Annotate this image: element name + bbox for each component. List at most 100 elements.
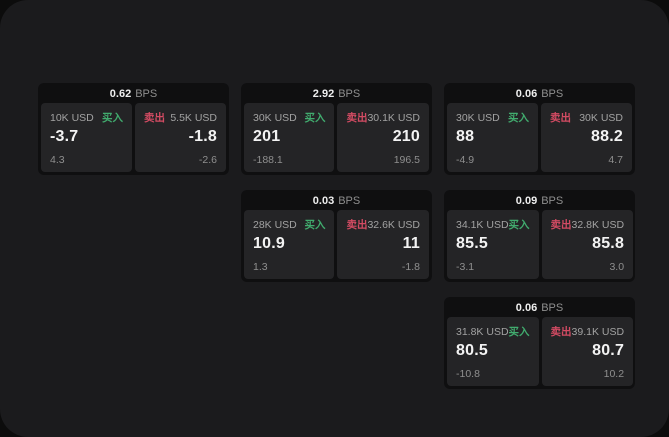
spread-value: 0.06 bbox=[515, 302, 538, 314]
buy-panel[interactable]: 10K USD 买入 -3.7 4.3 bbox=[41, 103, 132, 172]
spread-header: 0.09 BPS bbox=[447, 193, 632, 210]
sell-panel[interactable]: 卖出 32.6K USD 11 -1.8 bbox=[337, 210, 429, 279]
buy-panel[interactable]: 28K USD 买入 10.9 1.3 bbox=[244, 210, 335, 279]
sell-panel-header: 卖出 32.8K USD bbox=[551, 217, 625, 232]
bps-unit-label: BPS bbox=[541, 302, 564, 314]
sell-panel-header: 卖出 32.6K USD bbox=[346, 217, 420, 232]
buy-sub-value: -10.8 bbox=[456, 368, 480, 380]
quote-card: 0.03 BPS 28K USD 买入 10.9 1.3 卖出 32.6K US… bbox=[241, 190, 432, 282]
buy-side-label: 买入 bbox=[304, 112, 326, 124]
spread-header: 0.62 BPS bbox=[41, 86, 226, 103]
sell-panel[interactable]: 卖出 39.1K USD 80.7 10.2 bbox=[541, 317, 634, 386]
spread-value: 0.62 bbox=[109, 88, 132, 100]
sell-panel[interactable]: 卖出 32.8K USD 85.8 3.0 bbox=[541, 210, 634, 279]
buy-side-label: 买入 bbox=[508, 219, 530, 231]
sell-price: 11 bbox=[402, 235, 420, 252]
buy-price: -3.7 bbox=[50, 128, 79, 145]
sell-sub-value: -1.8 bbox=[401, 261, 420, 273]
buy-panel-header: 10K USD 买入 bbox=[50, 110, 123, 125]
bps-unit-label: BPS bbox=[338, 88, 361, 100]
bps-unit-label: BPS bbox=[541, 88, 564, 100]
buy-sub-value: -3.1 bbox=[456, 261, 475, 273]
buy-amount: 31.8K USD bbox=[456, 325, 509, 338]
sell-price: 80.7 bbox=[592, 342, 625, 359]
buy-sub-value: -4.9 bbox=[456, 154, 475, 166]
sell-price: 210 bbox=[392, 128, 420, 145]
sell-panel-header: 卖出 30.1K USD bbox=[346, 110, 420, 125]
spread-value: 2.92 bbox=[312, 88, 335, 100]
sell-panel[interactable]: 卖出 5.5K USD -1.8 -2.6 bbox=[135, 103, 226, 172]
sell-side-label: 卖出 bbox=[550, 112, 571, 124]
buy-amount: 34.1K USD bbox=[456, 218, 509, 231]
quote-card: 0.62 BPS 10K USD 买入 -3.7 4.3 卖出 5.5K USD… bbox=[38, 83, 229, 175]
buy-side-label: 买入 bbox=[508, 112, 529, 124]
quote-card: 0.06 BPS 31.8K USD 买入 80.5 -10.8 卖出 39.1… bbox=[444, 297, 635, 389]
buy-amount: 28K USD bbox=[253, 218, 297, 231]
price-panels: 28K USD 买入 10.9 1.3 卖出 32.6K USD 11 -1.8 bbox=[244, 210, 429, 279]
spread-header: 0.06 BPS bbox=[447, 86, 632, 103]
buy-panel[interactable]: 31.8K USD 买入 80.5 -10.8 bbox=[447, 317, 539, 386]
buy-side-label: 买入 bbox=[508, 326, 530, 338]
sell-panel[interactable]: 卖出 30K USD 88.2 4.7 bbox=[541, 103, 632, 172]
sell-sub-value: 10.2 bbox=[603, 368, 625, 380]
sell-panel-header: 卖出 30K USD bbox=[550, 110, 623, 125]
buy-panel[interactable]: 30K USD 买入 201 -188.1 bbox=[244, 103, 335, 172]
price-panels: 30K USD 买入 201 -188.1 卖出 30.1K USD 210 1… bbox=[244, 103, 429, 172]
buy-panel-header: 34.1K USD 买入 bbox=[456, 217, 530, 232]
buy-sub-value: -188.1 bbox=[253, 154, 283, 166]
spread-header: 0.06 BPS bbox=[447, 300, 632, 317]
sell-price: 85.8 bbox=[592, 235, 625, 252]
price-panels: 31.8K USD 买入 80.5 -10.8 卖出 39.1K USD 80.… bbox=[447, 317, 634, 386]
quote-card: 2.92 BPS 30K USD 买入 201 -188.1 卖出 30.1K … bbox=[241, 83, 432, 175]
price-panels: 10K USD 买入 -3.7 4.3 卖出 5.5K USD -1.8 -2.… bbox=[41, 103, 226, 172]
buy-panel-header: 28K USD 买入 bbox=[253, 217, 325, 232]
sell-side-label: 卖出 bbox=[550, 219, 572, 231]
sell-sub-value: -2.6 bbox=[198, 154, 217, 166]
buy-panel[interactable]: 30K USD 买入 88 -4.9 bbox=[447, 103, 538, 172]
buy-sub-value: 1.3 bbox=[253, 261, 268, 273]
buy-side-label: 买入 bbox=[304, 219, 326, 231]
sell-amount: 5.5K USD bbox=[170, 111, 217, 124]
buy-price: 85.5 bbox=[456, 235, 488, 252]
sell-amount: 39.1K USD bbox=[571, 325, 625, 338]
price-panels: 30K USD 买入 88 -4.9 卖出 30K USD 88.2 4.7 bbox=[447, 103, 632, 172]
sell-panel[interactable]: 卖出 30.1K USD 210 196.5 bbox=[337, 103, 429, 172]
sell-side-label: 卖出 bbox=[346, 219, 368, 231]
sell-amount: 32.6K USD bbox=[367, 218, 420, 231]
quote-card: 0.06 BPS 30K USD 买入 88 -4.9 卖出 30K USD 8… bbox=[444, 83, 635, 175]
sell-amount: 32.8K USD bbox=[571, 218, 625, 231]
sell-sub-value: 4.7 bbox=[608, 154, 623, 166]
sell-price: -1.8 bbox=[188, 128, 217, 145]
buy-panel-header: 30K USD 买入 bbox=[456, 110, 529, 125]
sell-sub-value: 196.5 bbox=[393, 154, 420, 166]
sell-amount: 30K USD bbox=[579, 111, 623, 124]
quote-cards-grid: 0.62 BPS 10K USD 买入 -3.7 4.3 卖出 5.5K USD… bbox=[38, 83, 635, 389]
sell-price: 88.2 bbox=[591, 128, 623, 145]
sell-side-label: 卖出 bbox=[144, 112, 165, 124]
sell-amount: 30.1K USD bbox=[367, 111, 420, 124]
buy-amount: 30K USD bbox=[456, 111, 500, 124]
buy-amount: 10K USD bbox=[50, 111, 94, 124]
buy-side-label: 买入 bbox=[102, 112, 123, 124]
spread-value: 0.06 bbox=[515, 88, 538, 100]
spread-value: 0.09 bbox=[515, 195, 538, 207]
price-panels: 34.1K USD 买入 85.5 -3.1 卖出 32.8K USD 85.8… bbox=[447, 210, 634, 279]
quote-card: 0.09 BPS 34.1K USD 买入 85.5 -3.1 卖出 32.8K… bbox=[444, 190, 635, 282]
bps-unit-label: BPS bbox=[135, 88, 158, 100]
spread-header: 0.03 BPS bbox=[244, 193, 429, 210]
sell-side-label: 卖出 bbox=[550, 326, 572, 338]
bps-unit-label: BPS bbox=[541, 195, 564, 207]
spread-value: 0.03 bbox=[312, 195, 335, 207]
buy-panel[interactable]: 34.1K USD 买入 85.5 -3.1 bbox=[447, 210, 539, 279]
sell-panel-header: 卖出 5.5K USD bbox=[144, 110, 217, 125]
buy-price: 201 bbox=[253, 128, 281, 145]
bps-unit-label: BPS bbox=[338, 195, 361, 207]
buy-price: 88 bbox=[456, 128, 475, 145]
buy-price: 80.5 bbox=[456, 342, 488, 359]
sell-side-label: 卖出 bbox=[346, 112, 368, 124]
sell-sub-value: 3.0 bbox=[609, 261, 625, 273]
sell-panel-header: 卖出 39.1K USD bbox=[551, 324, 625, 339]
spread-header: 2.92 BPS bbox=[244, 86, 429, 103]
buy-amount: 30K USD bbox=[253, 111, 297, 124]
